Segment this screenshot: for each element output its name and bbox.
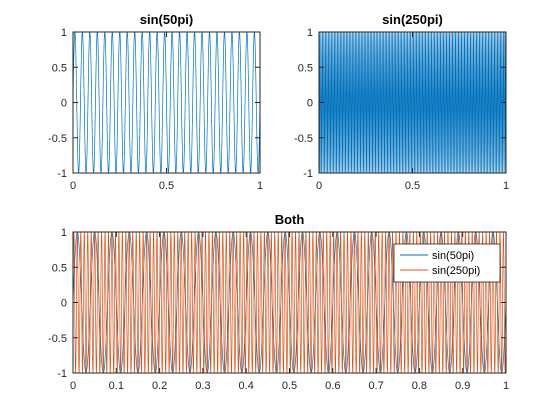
y-tick-label: 0.5 [298, 62, 313, 74]
x-tick-label: 0 [70, 180, 76, 192]
y-tick-label: 1 [61, 27, 67, 39]
x-tick-label: 1 [503, 380, 509, 392]
series-line-1 [73, 32, 260, 173]
x-tick-label: 0.2 [152, 380, 167, 392]
x-tick-label: 0.5 [282, 380, 297, 392]
legend-entry: sin(250pi) [432, 265, 480, 277]
x-tick-label: 0.5 [159, 180, 174, 192]
x-tick-label: 0.8 [412, 380, 427, 392]
y-tick-label: -0.5 [294, 133, 313, 145]
legend: sin(50pi) sin(250pi) [393, 243, 501, 283]
y-tick-label: 0.5 [52, 62, 67, 74]
y-tick-label: 0 [61, 98, 67, 110]
y-tick-label: 1 [307, 27, 313, 39]
y-tick-label: -1 [57, 168, 67, 180]
x-tick-label: 0.9 [455, 380, 470, 392]
x-tick-label: 0 [316, 180, 322, 192]
y-tick-label: 0 [61, 298, 67, 310]
series-group [319, 32, 506, 173]
x-tick-label: 0 [70, 380, 76, 392]
x-tick-label: 1 [503, 180, 509, 192]
chart-title: sin(50pi) [140, 12, 193, 27]
chart-bottom: 0 0.1 0.2 0.3 0.4 0.5 0.6 0.7 0.8 0.9 1 -1 -0.5 0 0.5 1… [48, 212, 509, 392]
series-group [73, 232, 506, 373]
x-tick-label: 0.1 [109, 380, 124, 392]
legend-box [393, 243, 501, 283]
y-tick-label: 0 [307, 98, 313, 110]
y-tick-label: -1 [57, 368, 67, 380]
x-tick-label: 0.4 [239, 380, 254, 392]
y-tick-label: -1 [303, 168, 313, 180]
x-tick-label: 0.3 [195, 380, 210, 392]
legend-entry: sin(50pi) [432, 250, 474, 262]
x-tick-label: 0.7 [368, 380, 383, 392]
chart-top-left: 0 0.5 1 -1 -0.5 0 0.5 1 sin(50pi) [48, 12, 263, 192]
series-line-2 [73, 232, 506, 373]
y-tick-label: 0.5 [52, 262, 67, 274]
x-tick-label: 1 [257, 180, 263, 192]
chart-title: sin(250pi) [382, 12, 443, 27]
series-line-1 [319, 32, 506, 173]
y-tick-label: -0.5 [48, 333, 67, 345]
x-tick-label: 0.6 [325, 380, 340, 392]
x-tick-label: 0.5 [405, 180, 420, 192]
y-tick-label: -0.5 [48, 133, 67, 145]
series-group [73, 32, 260, 173]
chart-title: Both [275, 212, 305, 227]
chart-top-right: 0 0.5 1 -1 -0.5 0 0.5 1 sin(250pi) [294, 12, 509, 192]
y-tick-label: 1 [61, 227, 67, 239]
